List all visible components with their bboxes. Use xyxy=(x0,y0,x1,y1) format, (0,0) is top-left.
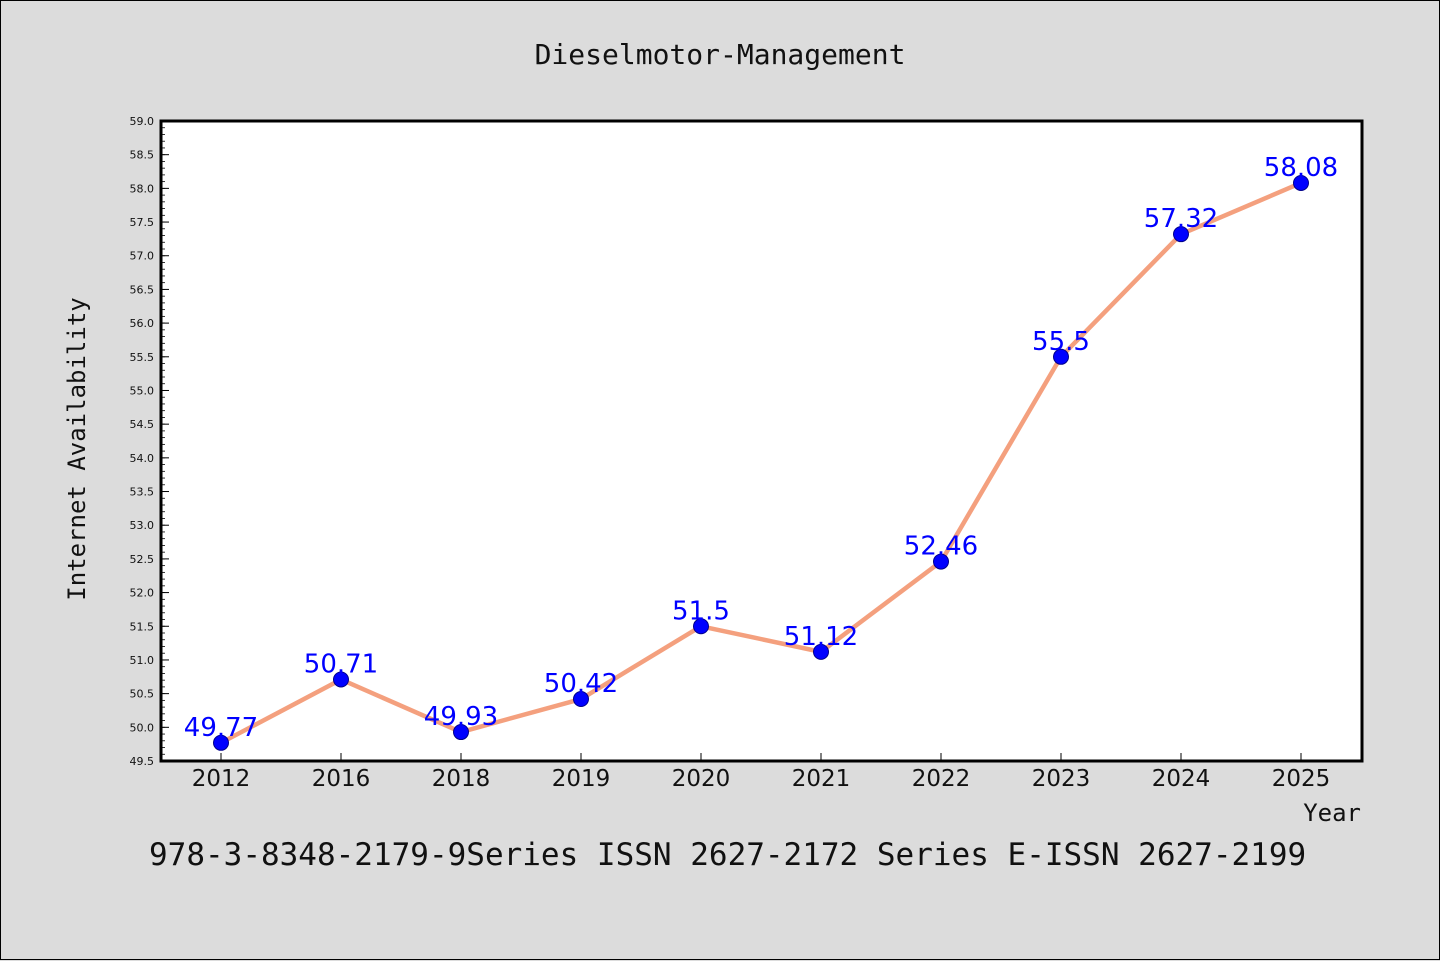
y-tick-label: 54.5 xyxy=(130,418,155,431)
data-point xyxy=(573,691,589,708)
x-tick-label: 2012 xyxy=(192,766,251,792)
x-axis-label: Year xyxy=(1303,799,1361,827)
x-tick-label: 2023 xyxy=(1032,766,1091,792)
y-tick-label: 58.5 xyxy=(130,149,155,162)
y-tick-label: 57.5 xyxy=(130,216,155,229)
data-label: 51.5 xyxy=(672,596,730,626)
x-tick-label: 2019 xyxy=(552,766,611,792)
series-polyline xyxy=(219,180,1302,745)
data-point xyxy=(813,643,829,660)
data-point xyxy=(1293,174,1309,191)
data-point xyxy=(933,553,949,570)
x-tick-label: 2024 xyxy=(1152,766,1211,792)
y-tick-label: 58.0 xyxy=(130,182,155,195)
data-label: 57.32 xyxy=(1144,204,1218,234)
data-point xyxy=(453,724,469,741)
data-point xyxy=(213,734,229,751)
data-label: 55.5 xyxy=(1032,327,1090,357)
data-point xyxy=(1173,226,1189,243)
x-tick-label: 2020 xyxy=(672,766,731,792)
y-tick-label: 53.0 xyxy=(130,519,155,532)
y-tick-label: 49.5 xyxy=(130,755,155,768)
x-tick-label: 2018 xyxy=(432,766,491,792)
y-tick-label: 55.0 xyxy=(130,384,155,397)
plot-area xyxy=(159,119,1364,763)
data-label: 51.12 xyxy=(784,622,858,652)
data-label: 49.77 xyxy=(184,713,258,743)
x-tick-label: 2016 xyxy=(312,766,371,792)
y-tick-label: 57.0 xyxy=(130,250,155,263)
chart-title: Dieselmotor-Management xyxy=(535,38,906,71)
y-tick-label: 53.5 xyxy=(130,486,155,499)
data-label: 50.71 xyxy=(304,649,378,679)
y-tick-label: 52.0 xyxy=(130,587,155,600)
data-point xyxy=(693,618,709,635)
y-axis: 49.5 50.0 50.5 51.0 51.5 52.0 52.5 53.0 53.5 54.0… xyxy=(130,115,169,768)
y-tick-label: 51.5 xyxy=(130,620,155,633)
y-tick-label: 59.0 xyxy=(130,115,155,128)
y-tick-label: 54.0 xyxy=(130,452,155,465)
data-point xyxy=(333,671,349,688)
y-tick-label: 52.5 xyxy=(130,553,155,566)
y-tick-label: 51.0 xyxy=(130,654,155,667)
y-axis-label: Internet Availability xyxy=(63,297,91,600)
data-label: 52.46 xyxy=(904,532,978,562)
y-tick-label: 50.0 xyxy=(130,721,155,734)
footer-isbn-text: 978-3-8348-2179-9Series ISSN 2627-2172 S… xyxy=(149,837,1306,873)
data-point xyxy=(1053,348,1069,365)
data-label: 50.42 xyxy=(544,669,618,699)
y-tick-label: 55.5 xyxy=(130,351,155,364)
series-line xyxy=(213,174,1309,751)
y-tick-label: 50.5 xyxy=(130,688,155,701)
data-labels: 49.77 50.71 49.93 50.42 51.5 51.12 52.46 55.5 57… xyxy=(184,153,1338,743)
data-label: 58.08 xyxy=(1264,153,1338,183)
y-tick-label: 56.5 xyxy=(130,283,155,296)
y-tick-label: 56.0 xyxy=(130,317,155,330)
x-axis: 2012 2016 2018 2019 2020 2021 2022 2023 2024 2025 xyxy=(192,753,1331,792)
x-tick-label: 2022 xyxy=(912,766,971,792)
x-tick-label: 2025 xyxy=(1272,766,1331,792)
x-tick-label: 2021 xyxy=(792,766,851,792)
data-label: 49.93 xyxy=(424,702,498,732)
